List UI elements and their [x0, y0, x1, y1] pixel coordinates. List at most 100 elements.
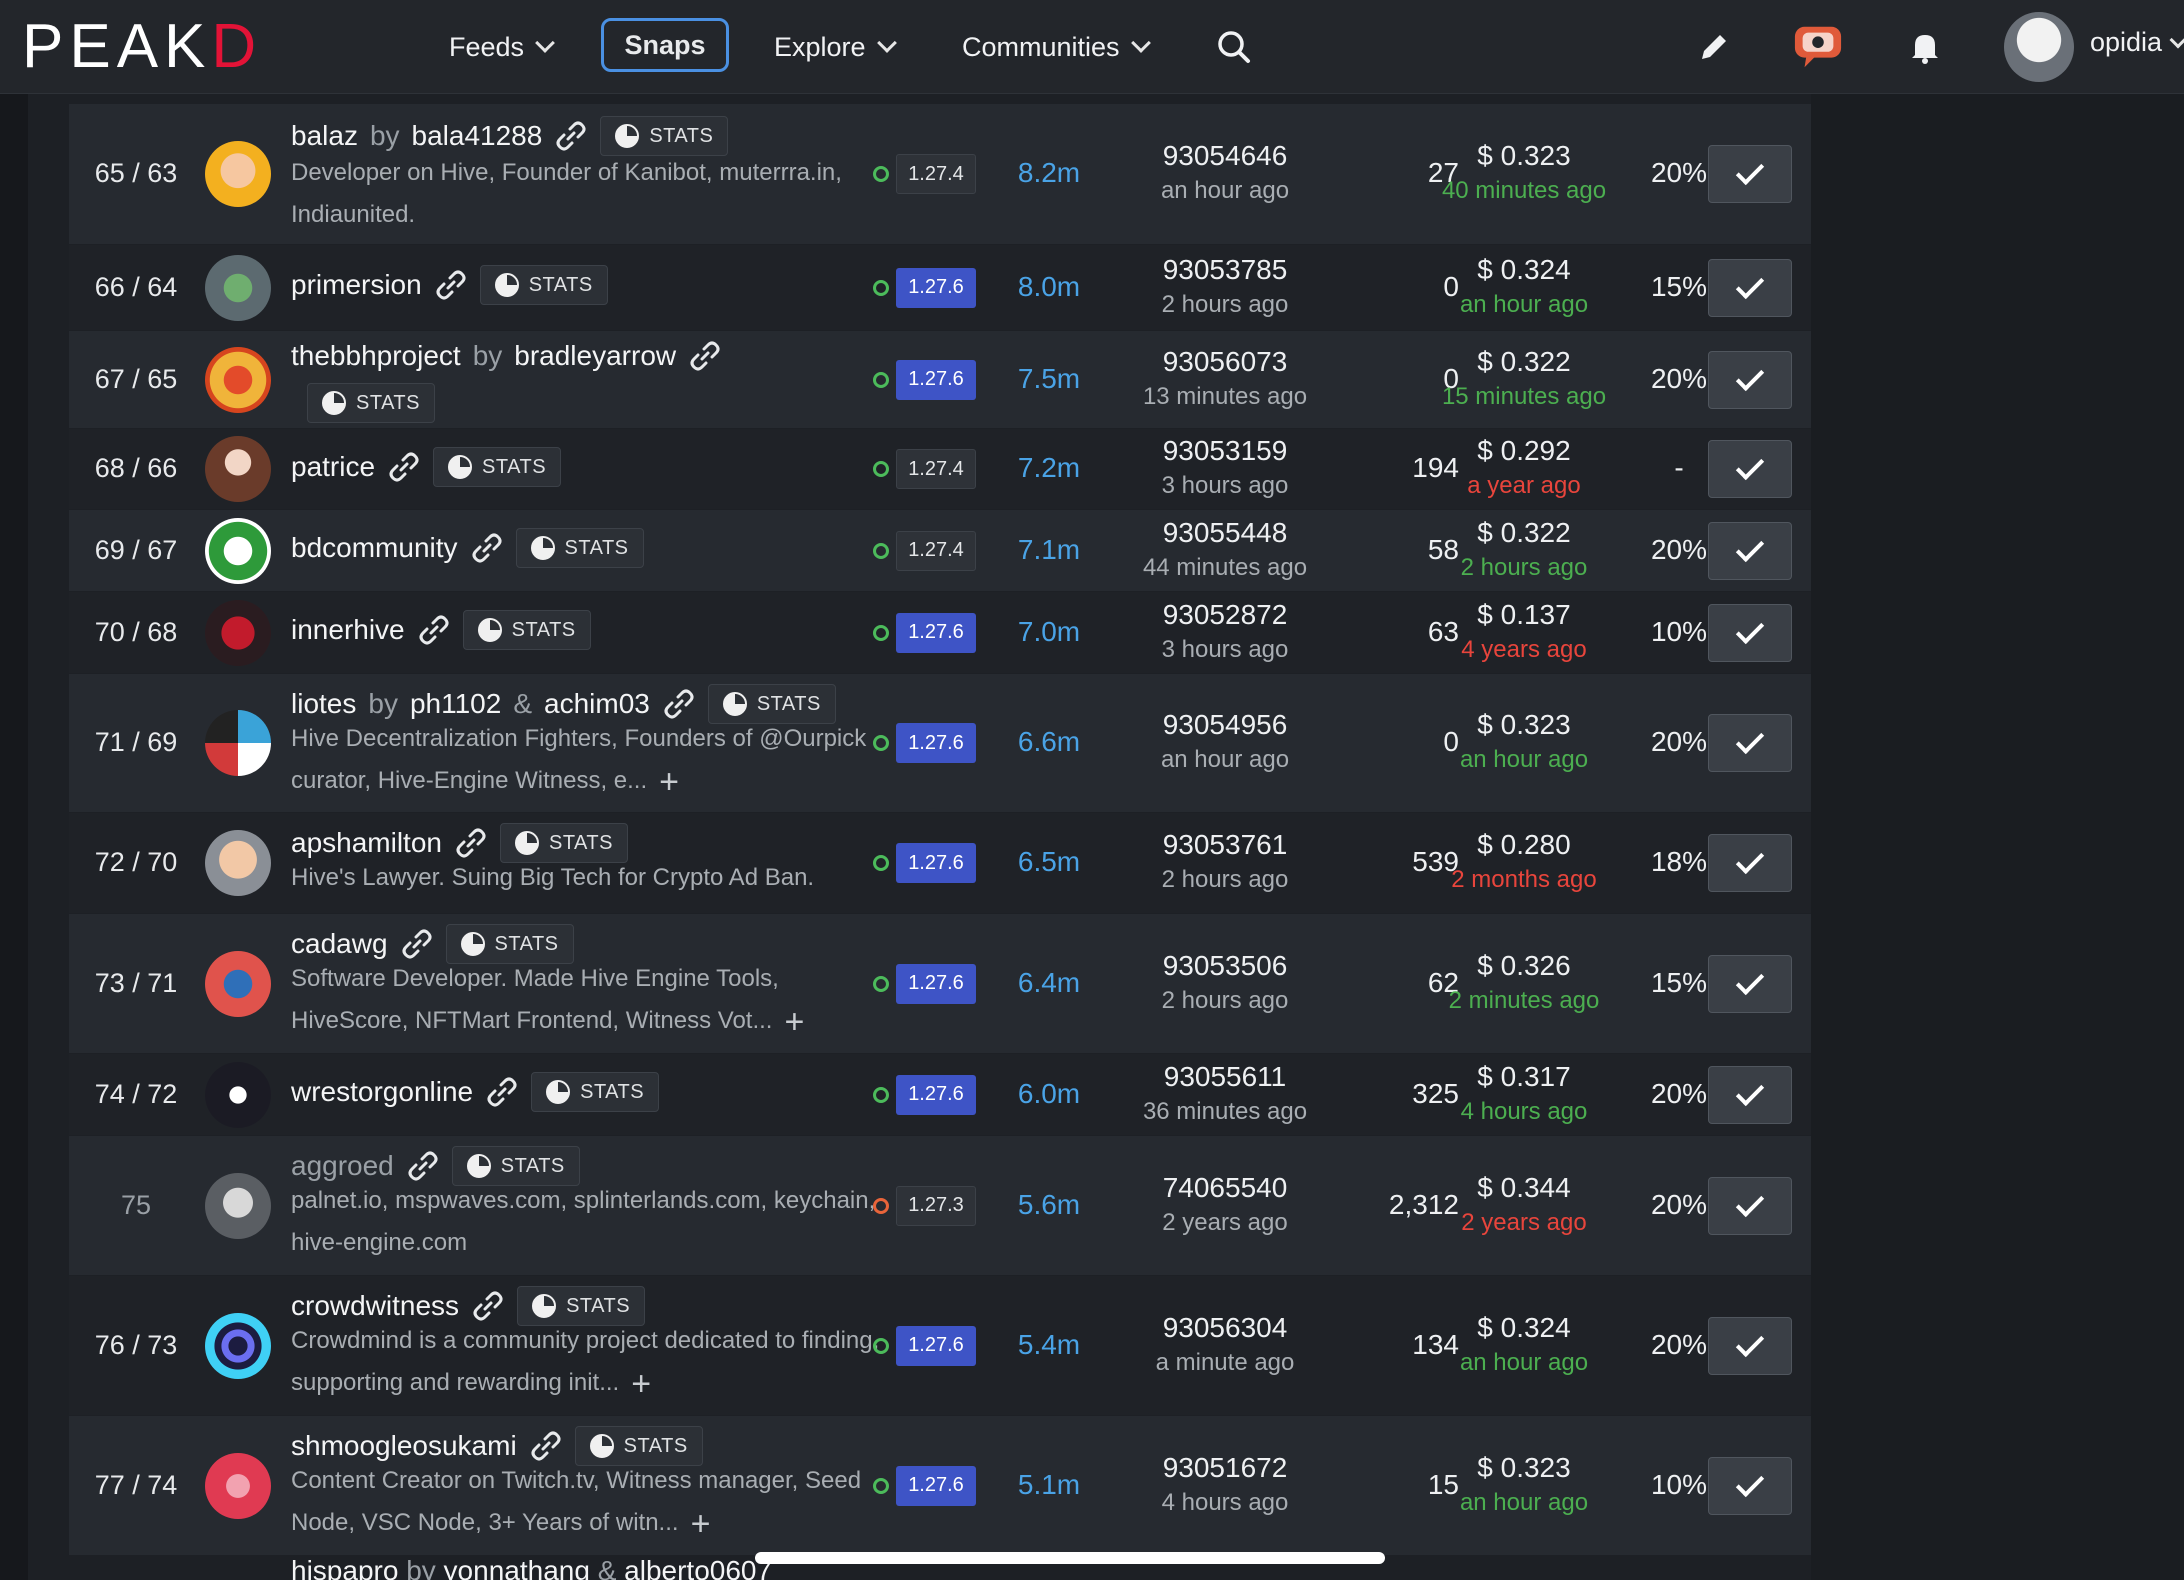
owner-name[interactable]: yonnathang	[443, 1555, 590, 1580]
block-number[interactable]: 93054646	[1162, 140, 1288, 171]
stats-button[interactable]: STATS	[707, 684, 836, 724]
vote-button[interactable]	[1708, 440, 1792, 498]
stats-button[interactable]: STATS	[451, 1146, 580, 1186]
witness-name[interactable]: innerhive	[291, 614, 405, 645]
block-number[interactable]: 93053785	[1162, 253, 1288, 285]
witness-name[interactable]: liotes	[291, 688, 357, 719]
block-number[interactable]: 93054956	[1162, 709, 1288, 740]
nav-feeds[interactable]: Feeds	[449, 24, 555, 70]
stats-button[interactable]: STATS	[307, 383, 435, 423]
expand-plus-icon[interactable]: +	[631, 1364, 652, 1403]
avatar[interactable]	[205, 436, 271, 502]
link-icon[interactable]	[688, 339, 722, 373]
avatar[interactable]	[205, 1172, 271, 1239]
link-icon[interactable]	[485, 1075, 519, 1109]
vote-button[interactable]	[1708, 521, 1792, 580]
nav-snaps[interactable]: Snaps	[601, 18, 729, 72]
witness-name[interactable]: thebbhproject	[291, 340, 461, 371]
owner-name[interactable]: bala41288	[411, 120, 543, 151]
stats-button[interactable]: STATS	[531, 1072, 660, 1112]
user-menu[interactable]: opidia	[2090, 27, 2184, 58]
link-icon[interactable]	[529, 1429, 563, 1463]
stats-button[interactable]: STATS	[574, 1426, 703, 1466]
stats-button[interactable]: STATS	[445, 924, 574, 964]
vote-button[interactable]	[1708, 258, 1792, 317]
horizontal-scrollbar[interactable]	[755, 1552, 1385, 1564]
avatar[interactable]	[205, 950, 271, 1017]
link-icon[interactable]	[387, 450, 421, 484]
link-icon[interactable]	[400, 927, 434, 961]
block-number[interactable]: 93053506	[1162, 949, 1288, 981]
avatar[interactable]	[205, 517, 271, 584]
avatar[interactable]	[205, 830, 271, 896]
block-number[interactable]: 93053761	[1162, 829, 1288, 860]
block-number[interactable]: 93051672	[1162, 1451, 1288, 1483]
vote-button[interactable]	[1708, 350, 1792, 409]
avatar[interactable]	[205, 710, 271, 776]
witness-name[interactable]: primersion	[291, 269, 422, 300]
witness-name[interactable]: crowdwitness	[291, 1290, 460, 1321]
pencil-icon[interactable]	[1689, 22, 1739, 72]
nav-communities[interactable]: Communities	[962, 24, 1151, 70]
link-icon[interactable]	[470, 531, 504, 565]
avatar[interactable]	[205, 346, 271, 413]
vote-button[interactable]	[1708, 1176, 1792, 1235]
search-icon[interactable]	[1209, 22, 1259, 72]
link-icon[interactable]	[471, 1289, 505, 1323]
expand-plus-icon[interactable]: +	[659, 762, 680, 801]
chat-icon[interactable]	[1793, 22, 1843, 72]
owner-name-2[interactable]: alberto0607	[624, 1555, 773, 1580]
block-number[interactable]: 93055448	[1162, 516, 1288, 548]
vote-button[interactable]	[1708, 1065, 1792, 1124]
vote-button[interactable]	[1708, 1316, 1792, 1375]
witness-name[interactable]: patrice	[291, 451, 376, 482]
block-number[interactable]: 74065540	[1162, 1171, 1288, 1203]
owner-name[interactable]: bradleyarrow	[514, 340, 677, 371]
vote-button[interactable]	[1708, 954, 1792, 1013]
owner-name[interactable]: ph1102	[409, 688, 502, 719]
block-number[interactable]: 93052872	[1162, 598, 1288, 630]
stats-button[interactable]: STATS	[517, 1286, 646, 1326]
vote-button[interactable]	[1708, 1456, 1792, 1515]
vote-button[interactable]	[1708, 714, 1792, 772]
link-icon[interactable]	[406, 1149, 440, 1183]
link-icon[interactable]	[554, 119, 588, 153]
bell-icon[interactable]	[1900, 22, 1950, 72]
witness-name[interactable]: apshamilton	[291, 827, 442, 858]
vote-button[interactable]	[1708, 145, 1792, 203]
witness-name[interactable]: aggroed	[291, 1150, 394, 1181]
witness-name[interactable]: balaz	[291, 120, 358, 151]
vote-button[interactable]	[1708, 603, 1792, 662]
witness-name[interactable]: shmoogleosukami	[291, 1430, 517, 1461]
avatar[interactable]	[205, 1312, 271, 1379]
witness-name[interactable]: cadawg	[291, 928, 388, 959]
avatar[interactable]	[205, 141, 271, 207]
nav-explore[interactable]: Explore	[774, 24, 897, 70]
stats-button[interactable]: STATS	[515, 528, 644, 568]
expand-plus-icon[interactable]: +	[784, 1002, 805, 1041]
stats-button[interactable]: STATS	[433, 447, 562, 487]
block-number[interactable]: 93055611	[1163, 1060, 1287, 1092]
stats-button[interactable]: STATS	[600, 116, 729, 156]
user-avatar[interactable]	[2004, 12, 2074, 82]
avatar[interactable]	[205, 599, 271, 666]
witness-name[interactable]: wrestorgonline	[291, 1076, 474, 1107]
witness-name[interactable]: bdcommunity	[291, 532, 458, 563]
avatar[interactable]	[205, 1452, 271, 1519]
owner-name-2[interactable]: achim03	[544, 688, 650, 719]
link-icon[interactable]	[417, 613, 451, 647]
block-number[interactable]: 93053159	[1162, 435, 1288, 466]
witness-name[interactable]: hispapro	[291, 1555, 399, 1580]
stats-button[interactable]: STATS	[462, 610, 591, 650]
stats-button[interactable]: STATS	[499, 823, 628, 863]
link-icon[interactable]	[454, 826, 488, 860]
link-icon[interactable]	[662, 687, 696, 721]
vote-button[interactable]	[1708, 834, 1792, 892]
stats-button[interactable]: STATS	[479, 265, 608, 305]
block-number[interactable]: 93056304	[1162, 1311, 1288, 1343]
block-number[interactable]: 93056073	[1162, 345, 1288, 377]
expand-plus-icon[interactable]: +	[690, 1504, 711, 1543]
link-icon[interactable]	[434, 268, 468, 302]
avatar[interactable]	[205, 254, 271, 321]
avatar[interactable]	[205, 1061, 271, 1128]
